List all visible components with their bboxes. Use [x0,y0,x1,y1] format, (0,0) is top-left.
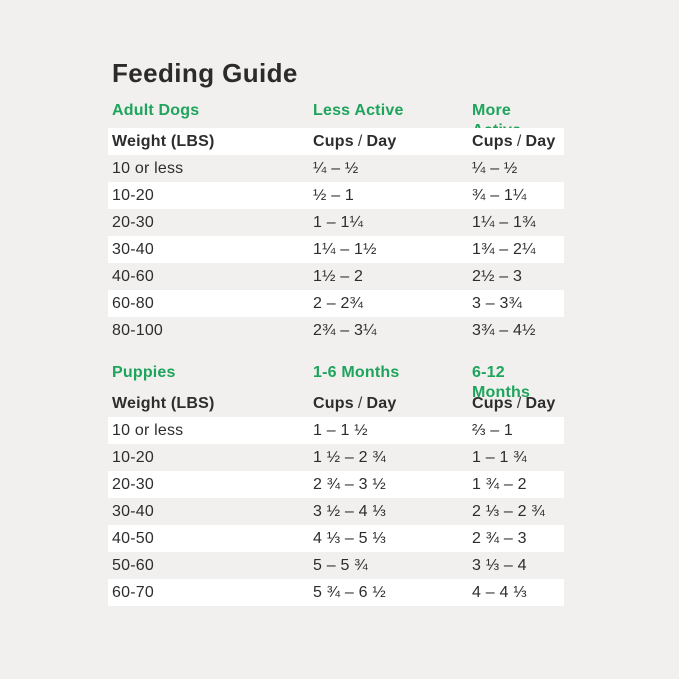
day-label: Day [366,132,397,150]
cups-cell: ¼ – ½ [313,159,359,177]
cups-cell: ¼ – ½ [472,159,518,177]
weight-column-header: Weight (LBS) [112,394,215,412]
weight-cell: 50-60 [112,556,154,574]
section-label-puppies: Puppies [112,364,176,381]
table-row: 20-30 2 ¾ – 3 ½ 1 ¾ – 2 [108,471,564,498]
cups-label: Cups [472,394,513,412]
table-row: 40-60 1½ – 2 2½ – 3 [108,263,564,290]
cups-label: Cups [472,132,513,150]
cups-label: Cups [313,394,354,412]
cups-per-day-header: Cups / Day [313,133,472,151]
weight-cell: 80-100 [112,321,164,339]
weight-cell: 10-20 [112,448,154,466]
day-label: Day [366,394,397,412]
weight-cell: 10-20 [112,186,154,204]
weight-cell: 20-30 [112,213,154,231]
cups-cell: 3 ½ – 4 ⅓ [313,502,386,520]
slash-separator: / [516,132,522,150]
cups-cell: 5 ¾ – 6 ½ [313,583,386,601]
cups-per-day-header: Cups / Day [472,133,564,151]
cups-cell: 2 ¾ – 3 ½ [313,475,386,493]
cups-label: Cups [313,132,354,150]
slash-separator: / [516,394,522,412]
cups-cell: 1½ – 2 [313,267,364,285]
cups-cell: 3 – 3¾ [472,294,523,312]
cups-cell: 1 ¾ – 2 [472,475,527,493]
cups-cell: 1 – 1 ¾ [472,448,527,466]
cups-cell: ½ – 1 [313,186,355,204]
table-row: 10-20 1 ½ – 2 ¾ 1 – 1 ¾ [108,444,564,471]
table-row: 30-40 1¼ – 1½ 1¾ – 2¼ [108,236,564,263]
column-label-1-6-months: 1-6 Months [313,364,400,381]
puppies-table: Weight (LBS) Cups / Day Cups / Day 10 or less 1 … [108,390,564,606]
cups-cell: 1 – 1¼ [313,213,364,231]
weight-cell: 10 or less [112,421,184,439]
cups-cell: 2 – 2¾ [313,294,364,312]
cups-cell: 2 ⅓ – 2 ¾ [472,502,545,520]
table-header-row: Weight (LBS) Cups / Day Cups / Day [108,390,564,417]
table-row: 50-60 5 – 5 ¾ 3 ⅓ – 4 [108,552,564,579]
table-row: 40-50 4 ⅓ – 5 ⅓ 2 ¾ – 3 [108,525,564,552]
section-label-adult-dogs: Adult Dogs [112,102,200,119]
cups-cell: 1 ½ – 2 ¾ [313,448,386,466]
cups-cell: 1¾ – 2¼ [472,240,536,258]
table-row: 10-20 ½ – 1 ¾ – 1¼ [108,182,564,209]
cups-cell: 1¼ – 1½ [313,240,377,258]
cups-cell: 3¾ – 4½ [472,321,536,339]
cups-cell: 3 ⅓ – 4 [472,556,527,574]
cups-cell: 4 ⅓ – 5 ⅓ [313,529,386,547]
table-row: 60-80 2 – 2¾ 3 – 3¾ [108,290,564,317]
cups-cell: 2¾ – 3¼ [313,321,377,339]
day-label: Day [525,394,556,412]
table-row: 20-30 1 – 1¼ 1¼ – 1¾ [108,209,564,236]
cups-cell: ⅔ – 1 [472,421,514,439]
column-label-6-12-months: 6-12 Months [472,364,531,401]
weight-cell: 10 or less [112,159,184,177]
weight-cell: 30-40 [112,502,154,520]
cups-cell: 4 – 4 ⅓ [472,583,527,601]
table-row: 60-70 5 ¾ – 6 ½ 4 – 4 ⅓ [108,579,564,606]
adult-dogs-table: Weight (LBS) Cups / Day Cups / Day 10 or less ¼ … [108,128,564,344]
cups-cell: ¾ – 1¼ [472,186,527,204]
cups-cell: 1 – 1 ½ [313,421,368,439]
slash-separator: / [357,132,363,150]
table-row: 80-100 2¾ – 3¼ 3¾ – 4½ [108,317,564,344]
cups-cell: 2 ¾ – 3 [472,529,527,547]
weight-cell: 60-70 [112,583,154,601]
cups-cell: 5 – 5 ¾ [313,556,368,574]
weight-cell: 40-60 [112,267,154,285]
day-label: Day [525,132,556,150]
table-row: 10 or less ¼ – ½ ¼ – ½ [108,155,564,182]
table-row: 10 or less 1 – 1 ½ ⅔ – 1 [108,417,564,444]
table-row: 30-40 3 ½ – 4 ⅓ 2 ⅓ – 2 ¾ [108,498,564,525]
cups-per-day-header: Cups / Day [313,395,472,413]
weight-cell: 20-30 [112,475,154,493]
cups-cell: 1¼ – 1¾ [472,213,536,231]
table-header-row: Weight (LBS) Cups / Day Cups / Day [108,128,564,155]
puppies-section-header: Puppies 1-6 Months 6-12 Months [108,363,564,403]
cups-cell: 2½ – 3 [472,267,523,285]
slash-separator: / [357,394,363,412]
column-label-less-active: Less Active [313,102,404,119]
weight-column-header: Weight (LBS) [112,132,215,150]
page-title: Feeding Guide [112,58,298,88]
weight-cell: 60-80 [112,294,154,312]
cups-per-day-header: Cups / Day [472,395,564,413]
weight-cell: 30-40 [112,240,154,258]
weight-cell: 40-50 [112,529,154,547]
